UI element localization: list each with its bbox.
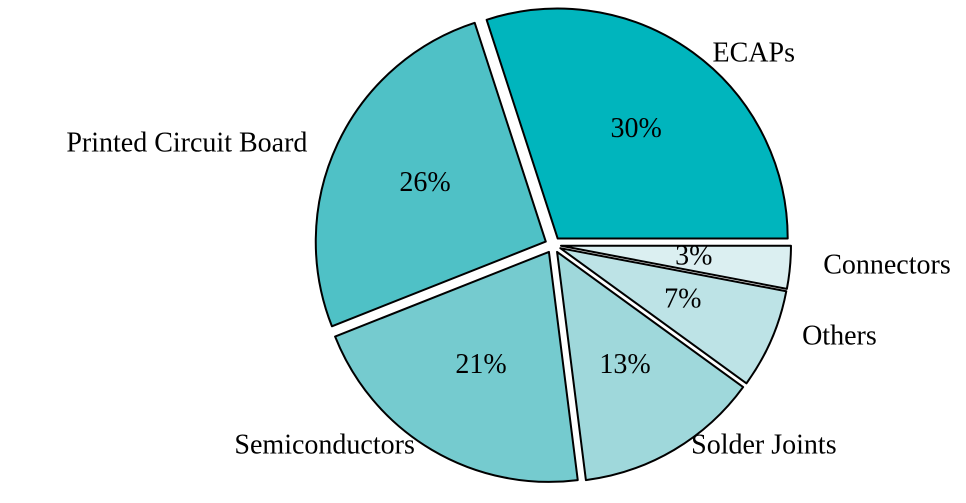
category-label: Connectors [823, 249, 951, 280]
value-label: 3% [675, 241, 712, 272]
pie-slice [559, 244, 792, 290]
value-label: 7% [664, 284, 701, 315]
pie-slice [485, 7, 789, 240]
category-label: Solder Joints [691, 429, 836, 460]
category-label: Printed Circuit Board [66, 128, 307, 159]
pie-slice [556, 250, 745, 482]
category-label: Semiconductors [234, 429, 414, 460]
pie-slice [334, 250, 579, 483]
value-label: 13% [599, 349, 650, 380]
value-label: 30% [610, 113, 661, 144]
category-label: Others [802, 321, 877, 352]
category-label: ECAPs [713, 38, 795, 69]
pie-slice [559, 247, 788, 385]
value-label: 21% [455, 349, 506, 380]
pie-slice [314, 21, 547, 328]
value-label: 26% [399, 167, 450, 198]
